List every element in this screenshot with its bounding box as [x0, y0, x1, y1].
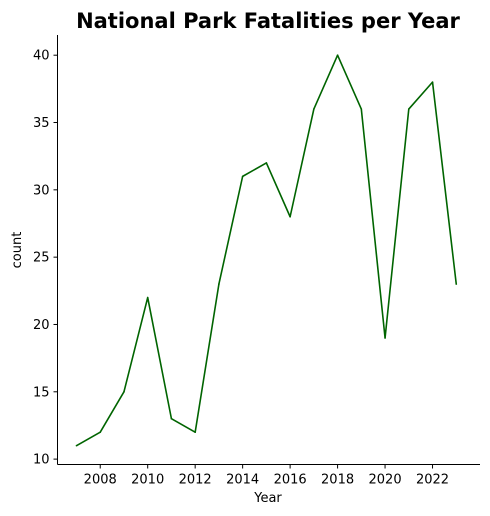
x-tick-label: 2012 [179, 473, 212, 488]
x-tick-label: 2020 [369, 473, 402, 488]
data-point [455, 283, 458, 285]
data-point [313, 108, 315, 110]
y-tick-label: 15 [33, 385, 50, 400]
series-line [76, 54, 458, 447]
data-point [241, 175, 244, 178]
x-tick-label: 2010 [131, 473, 164, 488]
data-point [123, 390, 125, 393]
data-point [360, 108, 363, 110]
y-tick-label: 35 [33, 116, 50, 131]
data-point [218, 283, 220, 285]
y-axis-label: count [10, 232, 25, 269]
x-tick-label: 2016 [274, 473, 307, 488]
data-point [265, 162, 268, 164]
data-point [431, 81, 434, 83]
data-point [75, 444, 78, 447]
data-point [146, 296, 149, 299]
data-point [384, 337, 386, 339]
data-point [336, 54, 339, 56]
data-point [194, 431, 196, 433]
data-point [289, 215, 291, 218]
chart-title: National Park Fatalities per Year [76, 9, 460, 33]
data-point [407, 108, 410, 110]
x-tick-label: 2008 [84, 473, 117, 488]
x-tick-label: 2018 [321, 473, 354, 488]
x-tick-label: 2022 [416, 473, 449, 488]
x-axis: 2008 2010 2012 2014 2016 2018 2020 2022 [84, 464, 449, 488]
y-tick-label: 40 [33, 49, 50, 64]
y-tick-label: 25 [33, 251, 50, 266]
y-tick-label: 10 [33, 453, 50, 468]
data-point [99, 431, 102, 433]
x-tick-label: 2014 [226, 473, 259, 488]
y-tick-label: 20 [33, 318, 50, 333]
series-layer [75, 54, 458, 447]
data-point [170, 417, 173, 420]
y-axis: 10 15 20 25 30 35 40 [33, 49, 58, 468]
x-axis-label: Year [253, 491, 282, 506]
y-tick-label: 30 [33, 183, 50, 198]
